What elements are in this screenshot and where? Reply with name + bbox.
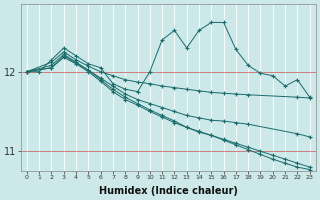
X-axis label: Humidex (Indice chaleur): Humidex (Indice chaleur) bbox=[99, 186, 238, 196]
